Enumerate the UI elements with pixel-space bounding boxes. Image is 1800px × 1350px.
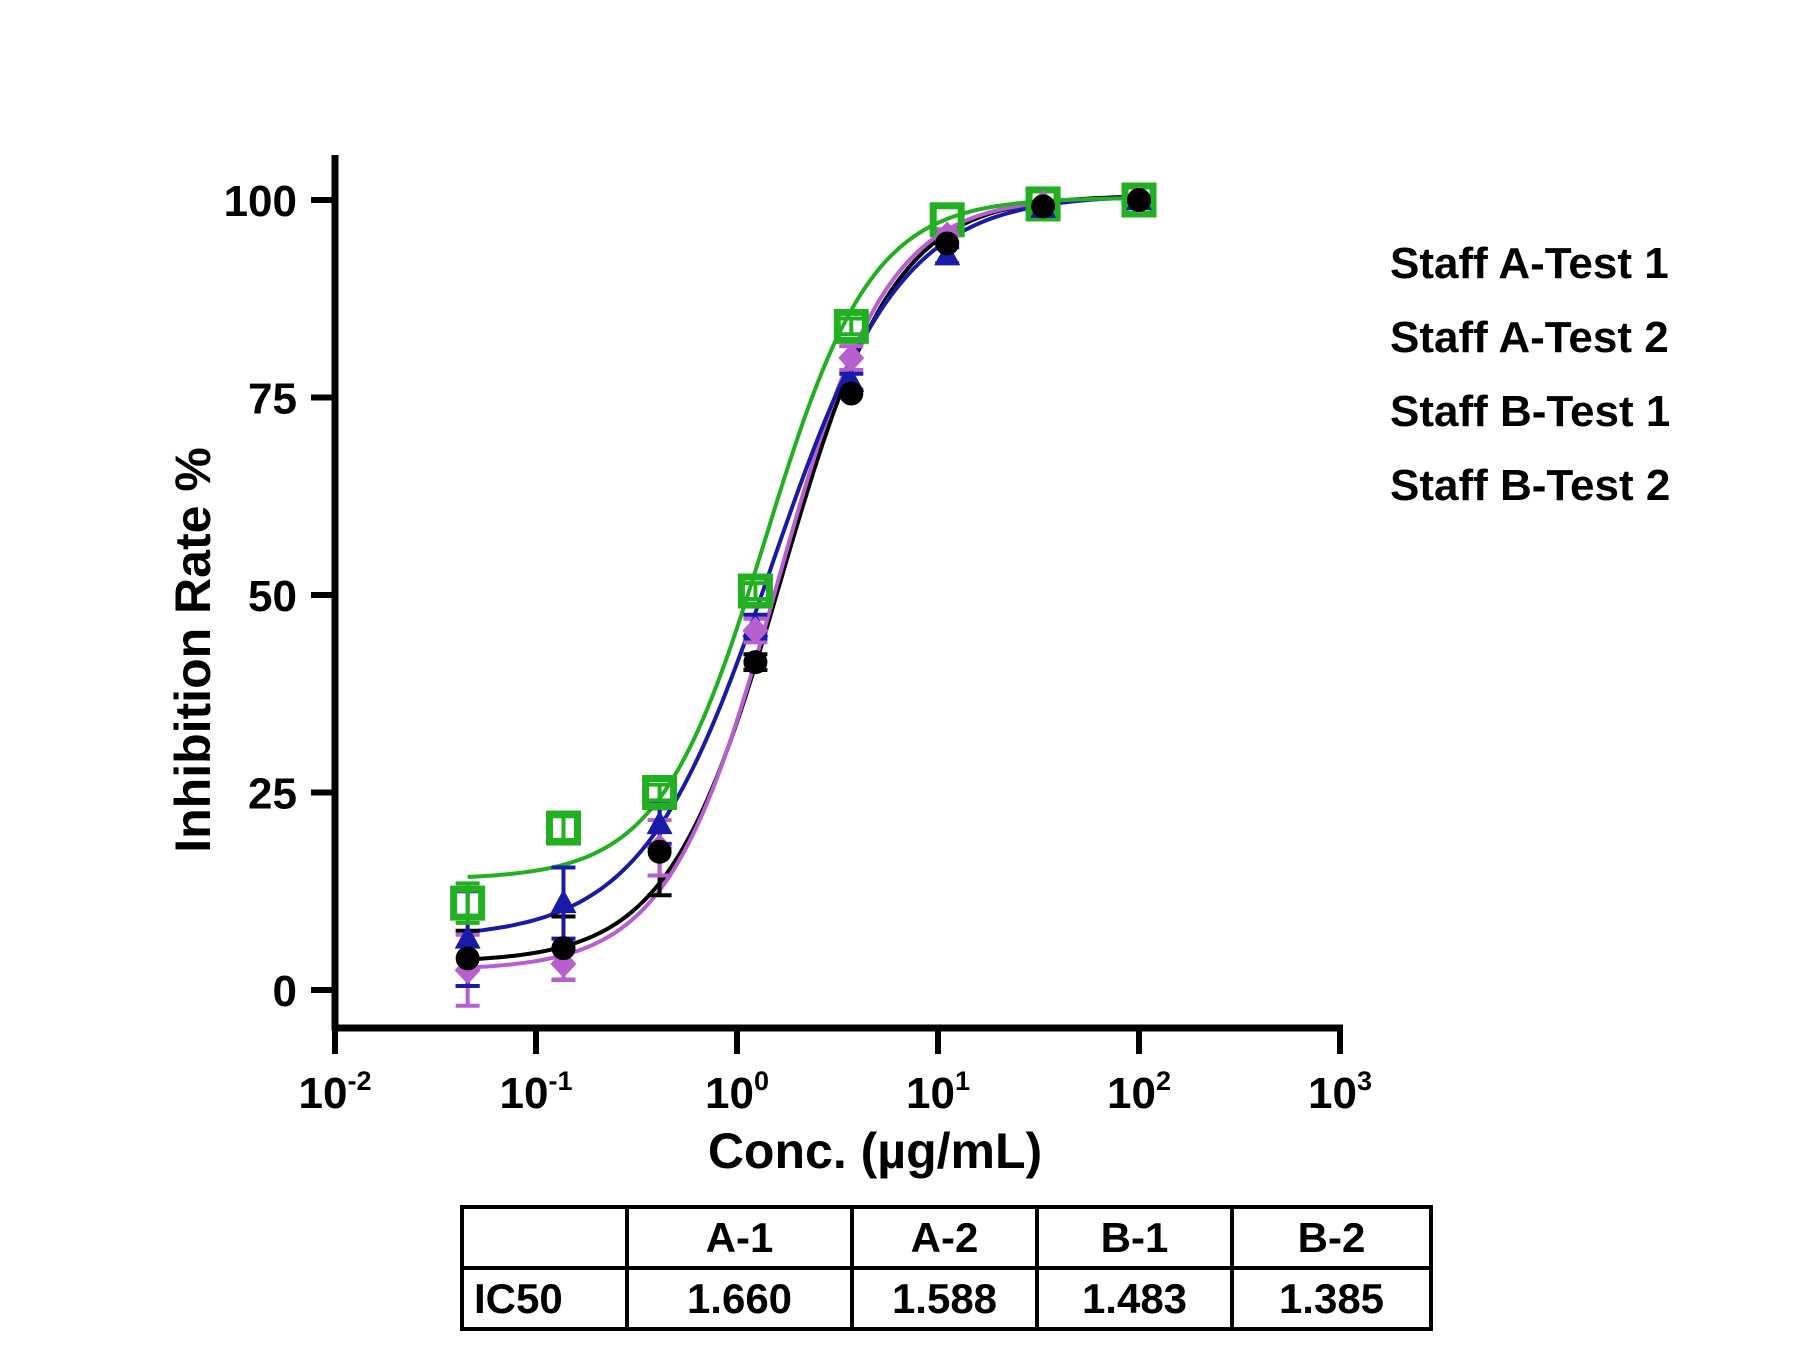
ic50-value-a1: 1.660	[625, 1266, 854, 1331]
data-point-series-4	[737, 573, 773, 609]
ic50-header-b1: B-1	[1035, 1205, 1234, 1270]
y-tick-label: 75	[248, 375, 297, 424]
data-point-series-1	[1031, 194, 1056, 219]
x-tick-label: 10-1	[500, 1066, 573, 1118]
ic50-table: A-1 A-2 B-1 B-2 IC50 1.660 1.588 1.483 1…	[460, 1205, 1433, 1331]
data-point-series-3	[646, 810, 673, 835]
ic50-value-b1: 1.483	[1035, 1266, 1234, 1331]
fit-curve-series-2	[467, 195, 1140, 970]
x-tick-label: 103	[1308, 1066, 1372, 1118]
data-point-series-4	[450, 885, 486, 921]
ic50-header-b2: B-2	[1230, 1205, 1433, 1270]
x-axis-label: Conc. (µg/mL)	[708, 1123, 1042, 1179]
ic50-header-a2: A-2	[850, 1205, 1039, 1270]
fit-curve-series-4	[467, 196, 1140, 879]
y-tick-label: 0	[273, 967, 297, 1016]
legend-item-a1: Staff A-Test 1	[1390, 239, 1669, 288]
y-axis-label: Inhibition Rate %	[165, 447, 221, 853]
ic50-header-a1: A-1	[625, 1205, 854, 1270]
y-tick-label: 100	[224, 177, 297, 226]
data-point-series-4	[545, 810, 581, 846]
data-point-series-1	[935, 231, 960, 256]
x-tick-label: 102	[1107, 1066, 1171, 1118]
x-tick-label: 100	[705, 1066, 769, 1118]
legend: Staff A-Test 1 Staff A-Test 2 Staff B-Te…	[1390, 238, 1670, 534]
data-point-series-2	[742, 616, 769, 645]
fit-curves	[467, 194, 1140, 970]
ic50-value-b2: 1.385	[1230, 1266, 1433, 1331]
data-point-series-3	[454, 924, 481, 949]
axes: 0 25 50 75 100 10-2 10-1 100 101 102 103	[224, 155, 1372, 1118]
legend-item-a2: Staff A-Test 2	[1390, 313, 1669, 362]
error-bars	[455, 227, 960, 1008]
data-point-series-1	[1127, 188, 1151, 212]
data-point-series-1	[455, 946, 480, 971]
legend-item-b1: Staff B-Test 1	[1390, 387, 1671, 436]
data-points	[450, 182, 1157, 985]
data-point-series-1	[647, 839, 672, 864]
fit-curve-series-3	[467, 195, 1140, 934]
data-point-series-2	[838, 344, 865, 372]
legend-item-b2: Staff B-Test 2	[1390, 461, 1671, 510]
ic50-row-label: IC50	[460, 1266, 629, 1331]
x-tick-label: 101	[906, 1066, 970, 1118]
data-point-series-1	[743, 650, 768, 675]
data-point-series-1	[551, 936, 576, 961]
ic50-value-a2: 1.588	[850, 1266, 1039, 1331]
x-tick-label: 10-2	[299, 1066, 372, 1118]
ic50-header-blank	[460, 1205, 629, 1270]
data-point-series-1	[839, 381, 864, 406]
ic50-table-value-row: IC50 1.660 1.588 1.483 1.385	[460, 1266, 1433, 1331]
y-tick-label: 50	[248, 572, 297, 621]
ic50-table-header-row: A-1 A-2 B-1 B-2	[460, 1205, 1433, 1270]
data-point-series-4	[642, 775, 678, 810]
data-point-series-3	[550, 889, 577, 914]
y-tick-label: 25	[248, 770, 297, 819]
data-point-series-4	[833, 308, 869, 344]
